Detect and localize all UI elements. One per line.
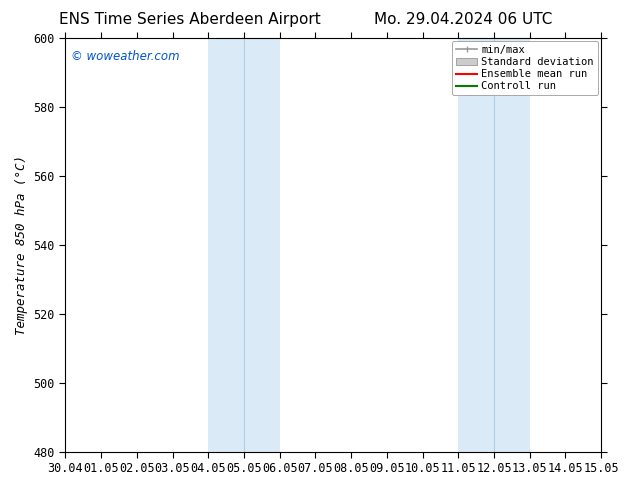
Bar (458, 38, 530, 452)
Legend: min/max, Standard deviation, Ensemble mean run, Controll run: min/max, Standard deviation, Ensemble me… (452, 41, 598, 96)
Text: ENS Time Series Aberdeen Airport: ENS Time Series Aberdeen Airport (60, 12, 321, 27)
Bar (208, 38, 280, 452)
Text: Mo. 29.04.2024 06 UTC: Mo. 29.04.2024 06 UTC (373, 12, 552, 27)
Y-axis label: Temperature 850 hPa (°C): Temperature 850 hPa (°C) (15, 155, 28, 335)
Text: © woweather.com: © woweather.com (71, 50, 179, 63)
